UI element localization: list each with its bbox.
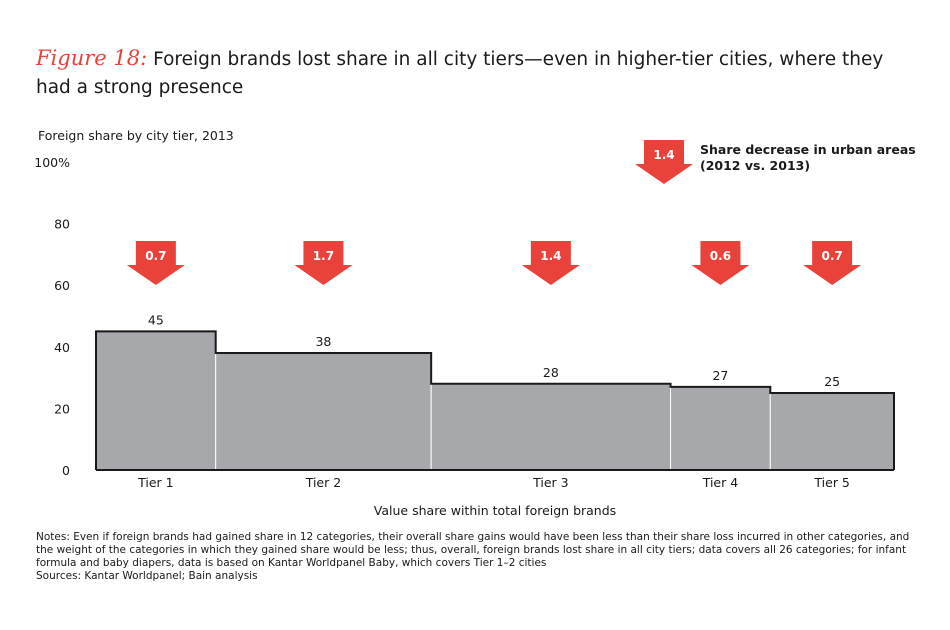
- legend-arrow-label: 1.4: [653, 148, 674, 162]
- y-tick-label: 40: [54, 340, 70, 355]
- data-label: 45: [148, 312, 164, 327]
- decrease-arrow: [691, 241, 750, 285]
- bar-1: [95, 330, 217, 471]
- bar-4: [670, 386, 771, 471]
- notes-block: Notes: Even if foreign brands had gained…: [36, 531, 916, 583]
- decrease-arrow: [126, 241, 185, 285]
- data-label: 27: [712, 368, 728, 383]
- bar-3: [430, 383, 672, 471]
- decrease-arrow-label: 0.6: [710, 249, 731, 263]
- legend-arrow: [635, 140, 693, 184]
- decrease-arrow-label: 0.7: [822, 249, 843, 263]
- x-tick-label: Tier 5: [813, 475, 849, 490]
- decrease-arrow: [803, 241, 862, 285]
- data-label: 28: [543, 365, 559, 380]
- legend-label: Share decrease in urban areas (2012 vs. …: [700, 142, 920, 174]
- legend-label-line1: Share decrease in urban areas: [700, 142, 916, 157]
- y-tick-label: 100%: [34, 155, 70, 170]
- x-tick-label: Tier 2: [305, 475, 341, 490]
- data-label: 25: [824, 374, 840, 389]
- decrease-arrow-label: 1.7: [313, 249, 334, 263]
- decrease-arrow: [521, 241, 580, 285]
- decrease-arrow: [294, 241, 353, 285]
- x-tick-label: Tier 1: [137, 475, 173, 490]
- figure-label: Figure 18:: [36, 46, 148, 70]
- y-tick-label: 80: [54, 217, 70, 232]
- notes-text: Notes: Even if foreign brands had gained…: [36, 531, 910, 569]
- title-text: Foreign brands lost share in all city ti…: [36, 49, 884, 98]
- bar-2: [215, 352, 432, 471]
- y-tick-label: 20: [54, 401, 70, 416]
- decrease-arrow-label: 0.7: [145, 249, 166, 263]
- chart-title: Figure 18: Foreign brands lost share in …: [36, 44, 916, 102]
- bar-5: [769, 392, 895, 471]
- bar-outline: [95, 330, 895, 470]
- x-tick-label: Tier 4: [702, 475, 739, 490]
- data-label: 38: [315, 334, 331, 349]
- y-tick-label: 60: [54, 278, 70, 293]
- x-axis-title: Value share within total foreign brands: [374, 503, 616, 518]
- chart-subtitle: Foreign share by city tier, 2013: [38, 128, 234, 143]
- legend-label-line2: (2012 vs. 2013): [700, 158, 811, 173]
- y-tick-label: 0: [62, 463, 70, 478]
- decrease-arrow-label: 1.4: [540, 249, 561, 263]
- x-tick-label: Tier 3: [532, 475, 568, 490]
- sources-text: Sources: Kantar Worldpanel; Bain analysi…: [36, 570, 258, 582]
